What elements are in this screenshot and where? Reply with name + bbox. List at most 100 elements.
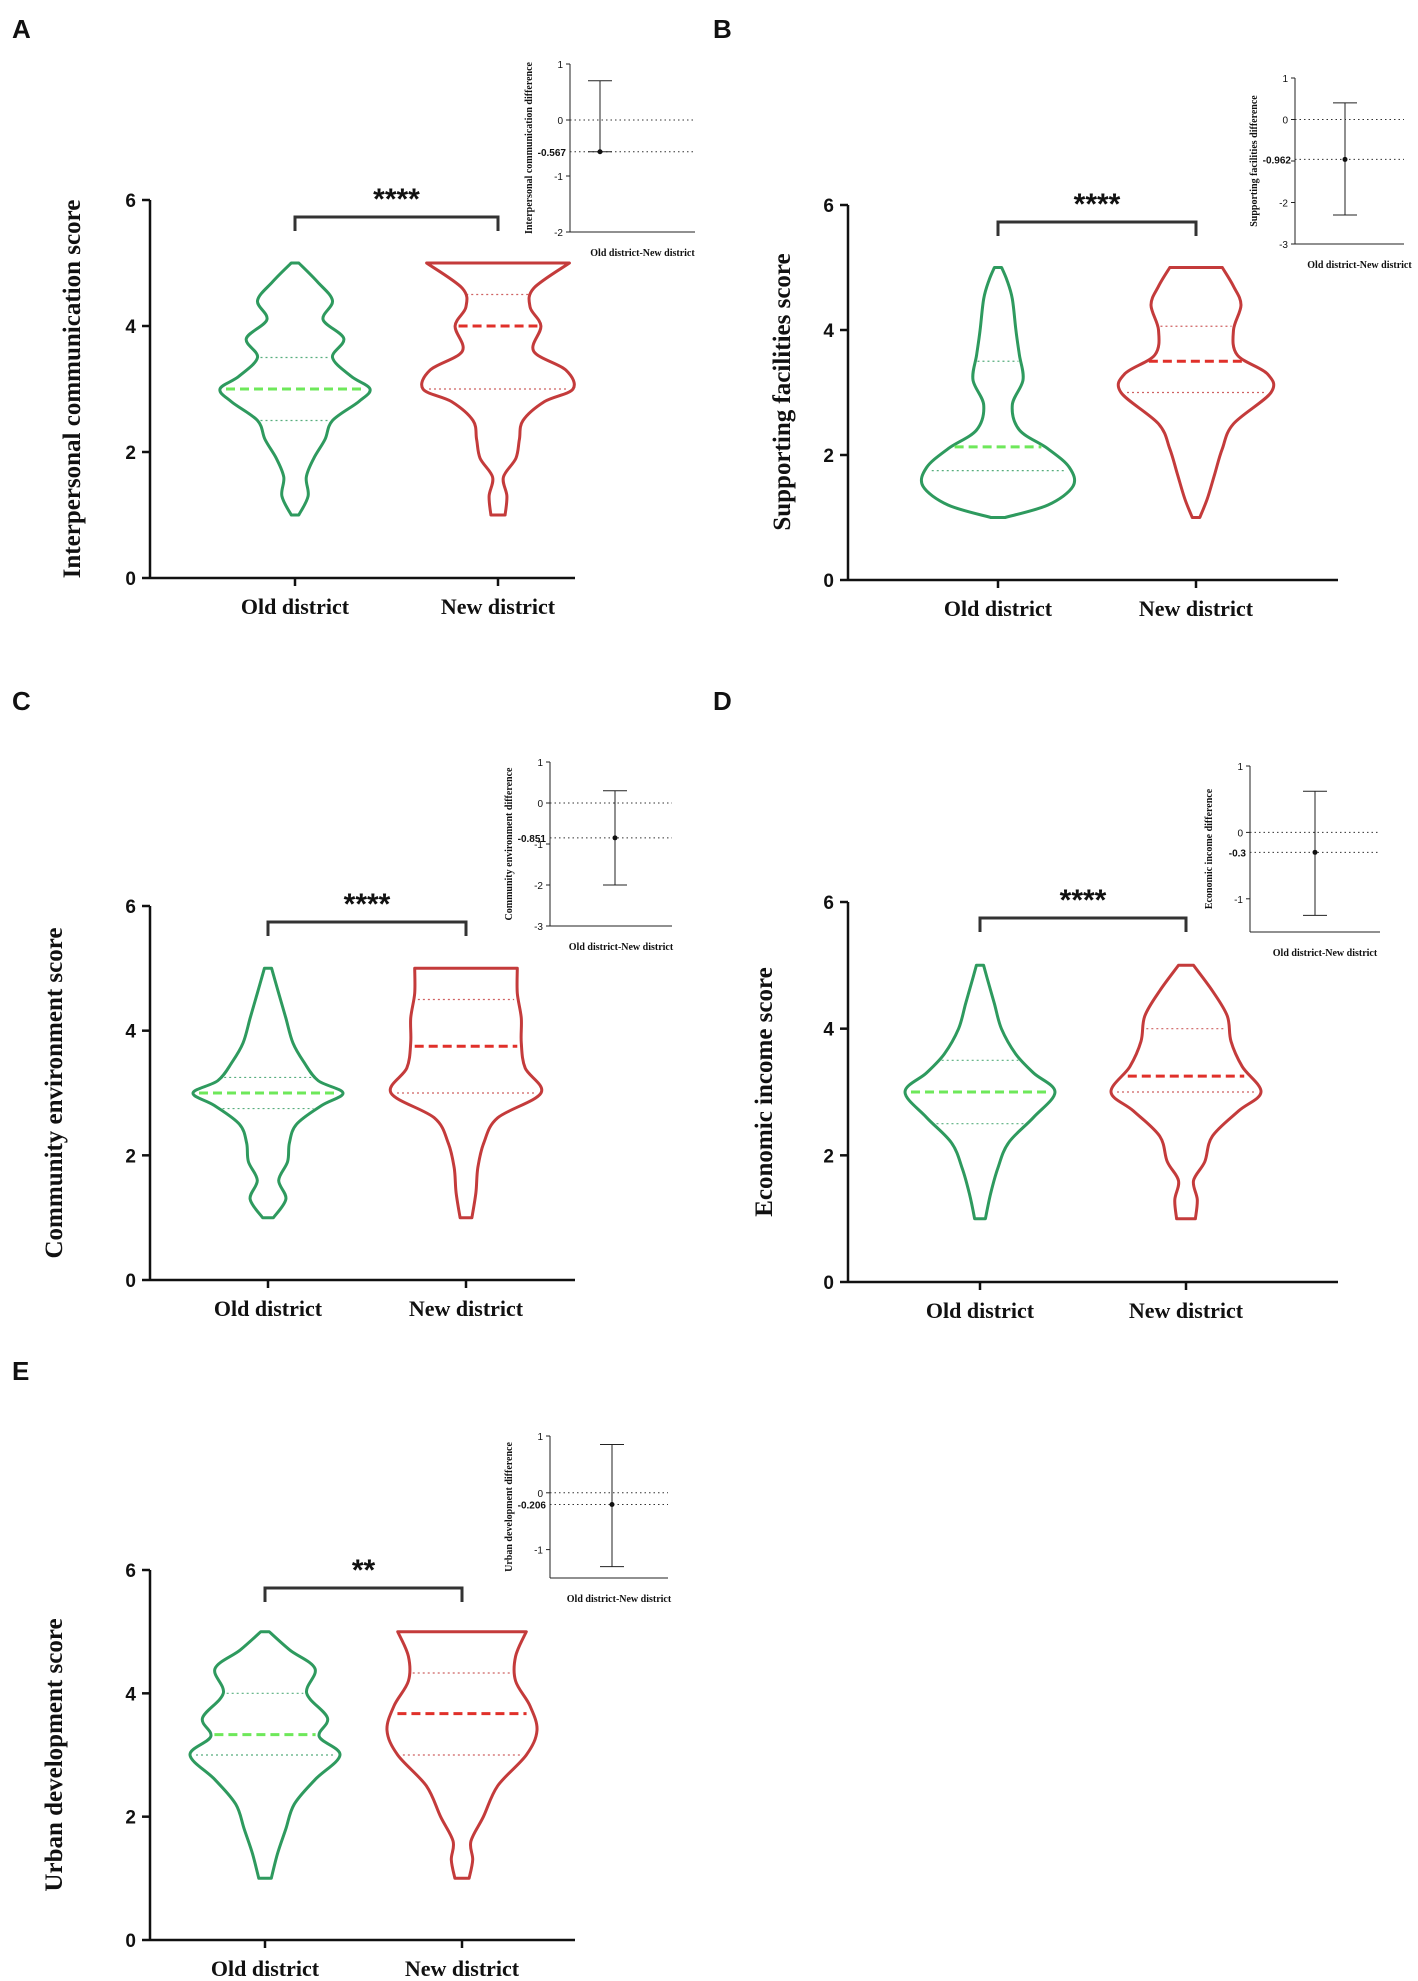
x-category-label: New district (409, 1296, 524, 1321)
violin-old-district (188, 1630, 342, 1880)
y-tick-label: 0 (823, 571, 834, 592)
inset-y-label: Community environment difference (504, 767, 515, 921)
significance-stars: **** (373, 183, 420, 216)
inset-estimate-point (1312, 849, 1318, 855)
panel-letter: D (713, 686, 732, 716)
x-category-label: Old district (944, 596, 1053, 621)
inset-y-tick-label: -2 (1279, 199, 1288, 210)
inset-estimate-label: -0.206 (518, 1501, 547, 1512)
x-category-label: Old district (926, 1298, 1035, 1323)
inset-y-tick-label: 0 (537, 799, 543, 810)
inset-x-label: Old district-New district (567, 1594, 672, 1605)
significance-stars: ** (352, 1554, 376, 1587)
inset-y-tick-label: 0 (537, 1489, 543, 1500)
inset-y-tick-label: 1 (1237, 762, 1243, 773)
y-tick-label: 0 (125, 1271, 136, 1292)
inset-estimation-plot: -1 0 1 -0.3 Economic income difference Old di… (1204, 762, 1380, 959)
significance-stars: **** (1060, 884, 1107, 917)
panel-e: E Urban development score 0 2 4 6 Old district… (12, 1356, 672, 1981)
y-tick-label: 4 (125, 1022, 136, 1043)
inset-y-tick-label: -2 (534, 881, 543, 892)
y-tick-label: 6 (823, 196, 834, 217)
significance-stars: **** (344, 888, 391, 921)
y-tick-label: 2 (125, 1808, 136, 1829)
inset-y-tick-label: 1 (537, 1432, 543, 1443)
inset-y-tick-label: -1 (534, 840, 543, 851)
inset-x-label: Old district-New district (1307, 260, 1412, 271)
inset-x-label: Old district-New district (590, 248, 695, 259)
y-tick-label: 4 (125, 1684, 136, 1705)
y-axis-label: Interpersonal communication score (59, 200, 86, 579)
inset-estimate-label: -0.962 (1263, 155, 1292, 166)
x-category-label: Old district (214, 1296, 323, 1321)
inset-estimate-label: -0.567 (538, 148, 567, 159)
inset-x-label: Old district-New district (1273, 948, 1378, 959)
y-tick-label: 4 (125, 317, 136, 338)
y-tick-label: 6 (125, 1561, 136, 1582)
y-tick-label: 0 (125, 569, 136, 590)
violin-old-district (191, 966, 345, 1220)
inset-y-tick-label: 0 (557, 116, 563, 127)
x-category-label: New district (405, 1956, 520, 1981)
significance-bracket (266, 920, 468, 936)
panel-letter: A (12, 14, 31, 44)
significance-stars: **** (1074, 188, 1121, 221)
y-tick-label: 2 (823, 1146, 834, 1167)
x-category-label: New district (1139, 596, 1254, 621)
violin-new-district (388, 966, 544, 1220)
inset-y-tick-label: 1 (1282, 74, 1288, 85)
significance-bracket (293, 215, 500, 231)
panel-letter: C (12, 686, 31, 716)
inset-y-tick-label: -3 (534, 922, 543, 933)
y-axis-label: Economic income score (751, 967, 778, 1216)
inset-estimate-point (1342, 156, 1348, 162)
violin-old-district (903, 963, 1057, 1221)
violin-new-district (420, 261, 576, 517)
inset-y-label: Interpersonal communication difference (524, 61, 535, 234)
inset-estimate-label: -0.851 (518, 834, 547, 845)
inset-x-label: Old district-New district (569, 942, 674, 953)
inset-y-label: Urban development difference (504, 1442, 515, 1572)
y-tick-label: 4 (823, 1020, 834, 1041)
significance-bracket (978, 916, 1188, 932)
y-tick-label: 2 (823, 446, 834, 467)
inset-y-label: Supporting facilities difference (1249, 95, 1260, 227)
y-tick-label: 2 (125, 443, 136, 464)
panel-letter: B (713, 14, 732, 44)
inset-estimate-point (597, 149, 603, 155)
violin-new-district (1116, 266, 1276, 519)
significance-bracket (996, 220, 1198, 236)
inset-y-tick-label: -1 (554, 172, 563, 183)
inset-y-tick-label: -2 (554, 228, 563, 239)
violin-new-district (385, 1630, 539, 1880)
inset-y-tick-label: -1 (1234, 895, 1243, 906)
x-category-label: New district (441, 594, 556, 619)
inset-estimate-point (609, 1502, 615, 1508)
inset-y-tick-label: -1 (534, 1546, 543, 1557)
y-tick-label: 2 (125, 1146, 136, 1167)
inset-estimate-label: -0.3 (1229, 848, 1247, 859)
y-tick-label: 0 (125, 1931, 136, 1952)
panel-c: C Community environment score 0 2 4 6 Old dist… (12, 686, 674, 1321)
inset-y-tick-label: 1 (537, 758, 543, 769)
significance-bracket (263, 1586, 464, 1602)
inset-y-label: Economic income difference (1204, 788, 1215, 909)
inset-y-tick-label: 0 (1237, 828, 1243, 839)
x-category-label: Old district (211, 1956, 320, 1981)
y-tick-label: 0 (823, 1273, 834, 1294)
x-category-label: New district (1129, 1298, 1244, 1323)
panel-b: B Supporting facilities score 0 2 4 6 Old dist… (713, 14, 1412, 621)
y-tick-label: 6 (125, 897, 136, 918)
violin-old-district (218, 261, 372, 517)
panel-a: A Interpersonal communication score 0 2 4 6 Ol… (12, 14, 695, 619)
inset-y-tick-label: 0 (1282, 116, 1288, 127)
inset-estimate-point (612, 835, 618, 841)
violin-old-district (919, 266, 1077, 519)
y-axis-label: Supporting facilities score (769, 253, 796, 530)
inset-y-tick-label: -3 (1279, 240, 1288, 251)
panel-letter: E (12, 1356, 29, 1386)
